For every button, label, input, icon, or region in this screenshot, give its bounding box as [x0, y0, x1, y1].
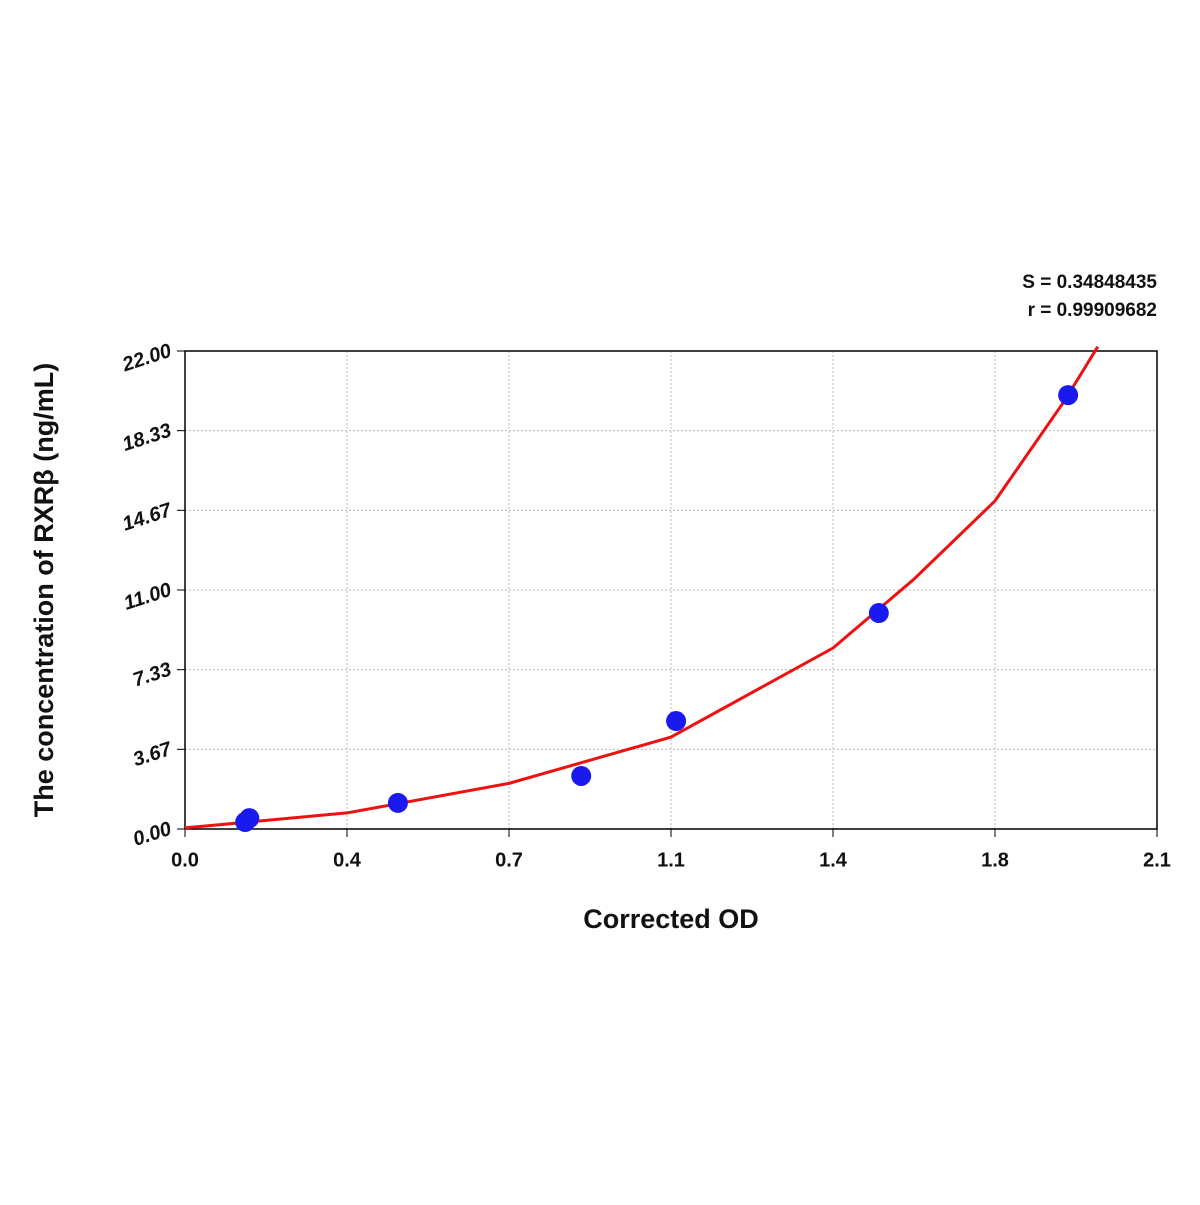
data-point [666, 711, 687, 732]
annotation: r = 0.99909682 [1028, 300, 1157, 321]
y-tick-label: 7.33 [130, 659, 174, 692]
x-tick-label: 2.1 [1143, 849, 1171, 871]
annotation: S = 0.34848435 [1022, 272, 1157, 293]
plot-frame [184, 350, 1158, 830]
x-tick-label: 0.0 [171, 849, 199, 871]
data-point [387, 792, 408, 813]
data-point [868, 603, 889, 624]
x-axis-label: Corrected OD [583, 904, 759, 934]
data-point [239, 808, 260, 829]
y-tick-label: 18.33 [120, 420, 174, 456]
x-tick-label: 0.7 [495, 849, 523, 871]
data-point [1058, 385, 1079, 406]
y-tick-label: 0.00 [130, 818, 174, 851]
y-tick-label: 22.00 [119, 340, 174, 377]
y-tick-label: 3.67 [130, 738, 175, 771]
data-point [571, 765, 592, 786]
y-tick-label: 14.67 [120, 499, 175, 536]
x-tick-label: 1.4 [819, 849, 848, 871]
x-tick-label: 0.4 [333, 849, 362, 871]
x-tick-label: 1.8 [981, 849, 1009, 871]
y-tick-label: 11.00 [121, 579, 174, 615]
y-axis-label: The concentration of RXRβ (ng/mL) [29, 363, 59, 817]
fit-curve [184, 345, 1100, 830]
x-tick-label: 1.1 [657, 849, 685, 871]
